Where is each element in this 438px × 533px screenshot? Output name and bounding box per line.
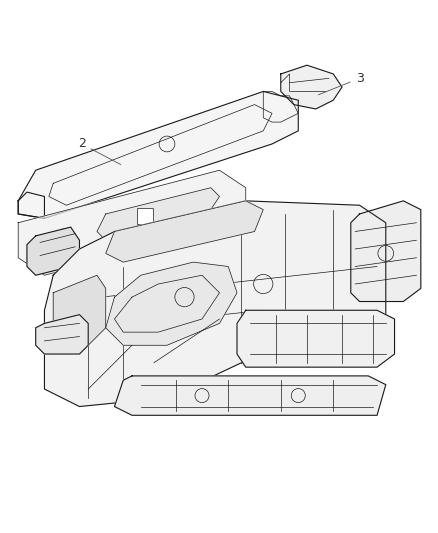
Text: 1: 1	[162, 348, 195, 387]
Polygon shape	[106, 201, 263, 262]
Polygon shape	[35, 314, 88, 354]
FancyBboxPatch shape	[137, 208, 152, 224]
Polygon shape	[18, 92, 297, 219]
Polygon shape	[106, 262, 237, 345]
Polygon shape	[237, 310, 394, 367]
Polygon shape	[27, 227, 79, 275]
Polygon shape	[18, 170, 245, 275]
Text: 5: 5	[152, 251, 182, 273]
Polygon shape	[280, 65, 341, 109]
Text: 8: 8	[331, 304, 367, 322]
Polygon shape	[44, 201, 385, 407]
Polygon shape	[263, 92, 297, 122]
Text: 3: 3	[318, 72, 363, 95]
Polygon shape	[53, 275, 106, 354]
Text: 4: 4	[34, 228, 64, 247]
Polygon shape	[97, 188, 219, 240]
Text: 2: 2	[78, 138, 120, 165]
Polygon shape	[114, 376, 385, 415]
Text: 7: 7	[361, 224, 387, 238]
FancyBboxPatch shape	[111, 246, 127, 261]
Text: 6: 6	[51, 326, 67, 348]
Text: 9: 9	[243, 387, 267, 417]
Polygon shape	[350, 201, 420, 302]
